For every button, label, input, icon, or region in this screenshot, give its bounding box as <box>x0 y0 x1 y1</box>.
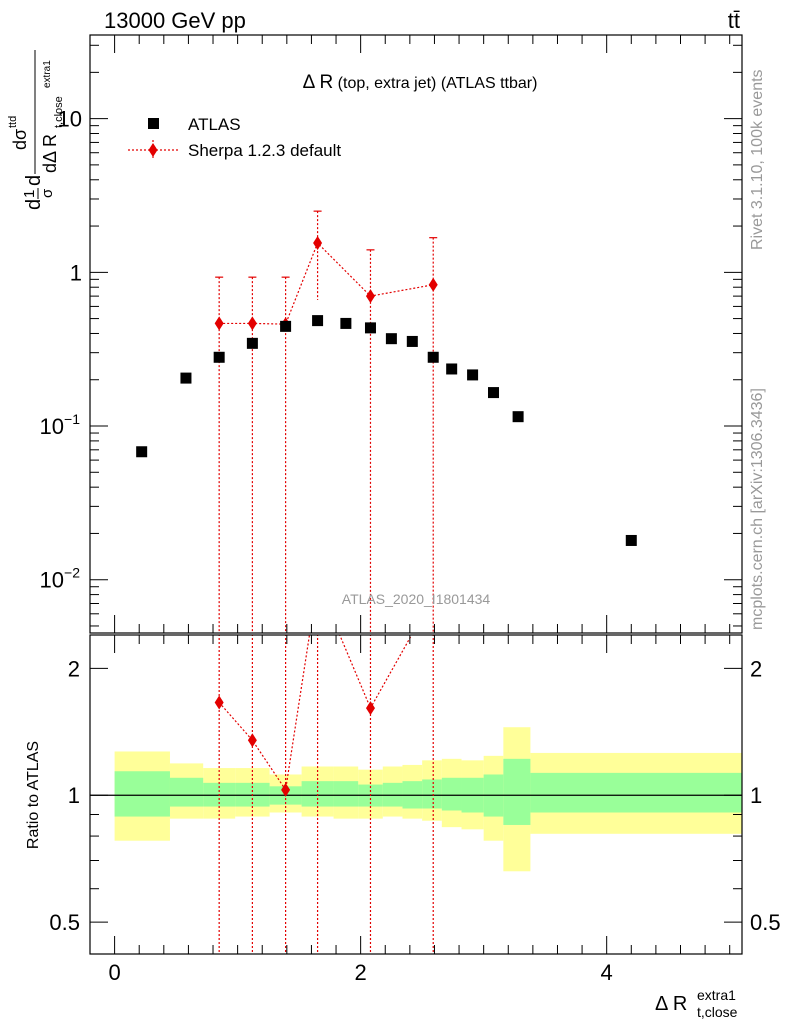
y-tick-label-base: 10 <box>40 414 64 439</box>
x-axis-label-sup: extra1 <box>697 987 736 1003</box>
ratio-sherpa-point <box>247 733 257 748</box>
svg-text:σ: σ <box>39 188 56 198</box>
top-y-axis-label: d 1 σ d dσ ttd dΔ R t,close extra1 <box>7 50 65 210</box>
main-plot-frame <box>89 34 743 634</box>
sherpa-line <box>219 241 434 325</box>
atlas-point <box>427 351 439 363</box>
mcplots-url-label: mcplots.cern.ch [arXiv:1306.3436] <box>749 388 766 630</box>
y-tick-label: 10 <box>58 107 82 132</box>
ratio-plot-panel: 2 2 1 1 0.5 0.5 0 2 4 <box>49 575 781 985</box>
analysis-watermark: ATLAS_2020_I1801434 <box>342 591 491 607</box>
ratio-y-tick-label-left: 2 <box>68 656 80 681</box>
ratio-sherpa-point <box>313 575 322 589</box>
atlas-point <box>246 337 258 349</box>
y-tick-label-base: 10 <box>40 568 64 593</box>
uncertainty-band-green <box>503 758 531 825</box>
x-tick-label: 0 <box>108 960 120 985</box>
y-tick-label-exp: −1 <box>64 411 80 427</box>
svg-text:1: 1 <box>21 190 38 198</box>
x-axis-label-main: Δ R <box>655 993 687 1015</box>
atlas-point <box>385 333 397 345</box>
svg-text:extra1: extra1 <box>42 60 53 88</box>
svg-text:t,close: t,close <box>53 96 65 128</box>
x-tick-label: 4 <box>601 960 613 985</box>
ratio-y-tick-label-right: 1 <box>750 783 762 808</box>
atlas-point <box>406 335 418 347</box>
atlas-point <box>213 351 225 363</box>
process-label: tt̄ <box>728 8 740 33</box>
uncertainty-band-green <box>530 772 742 813</box>
atlas-point <box>312 315 324 327</box>
sherpa-point <box>365 289 375 304</box>
ratio-y-axis-label: Ratio to ATLAS <box>25 741 42 849</box>
atlas-point <box>340 317 352 329</box>
sherpa-point <box>313 236 323 251</box>
x-axis-label-sub: t,close <box>697 1004 738 1020</box>
atlas-point <box>488 387 500 399</box>
ratio-sherpa-line <box>218 635 413 792</box>
uncertainty-band-green <box>169 777 204 807</box>
sherpa-point <box>428 277 438 292</box>
ratio-sherpa-point <box>214 695 224 710</box>
ratio-plot-frame <box>89 634 743 955</box>
ratio-sherpa-point <box>281 782 291 797</box>
y-tick-label: 10−1 <box>40 411 81 439</box>
svg-text:d: d <box>23 175 45 186</box>
ratio-y-tick-label-right: 2 <box>750 656 762 681</box>
uncertainty-band-green <box>422 779 442 809</box>
uncertainty-band-green <box>114 771 170 817</box>
ratio-sherpa-point <box>365 701 375 716</box>
uncertainty-band-green <box>441 777 462 811</box>
atlas-point <box>446 363 458 375</box>
x-tick-label: 2 <box>355 960 367 985</box>
atlas-point <box>364 322 376 334</box>
atlas-point <box>280 320 292 332</box>
legend-atlas-marker <box>148 118 159 129</box>
legend: ATLAS Sherpa 1.2.3 default <box>128 115 341 160</box>
x-axis-label: Δ R extra1 t,close <box>655 987 738 1020</box>
svg-text:dσ: dσ <box>10 129 30 150</box>
ratio-y-tick-label-right: 0.5 <box>750 910 781 935</box>
title-main: Δ R <box>303 72 334 93</box>
main-plot-title: Δ R (top, extra jet) (ATLAS ttbar) <box>303 72 538 93</box>
ratio-y-tick-label-left: 1 <box>68 783 80 808</box>
uncertainty-band-green <box>333 781 359 807</box>
energy-label: 13000 GeV pp <box>104 8 246 33</box>
y-tick-label: 10−2 <box>40 565 81 593</box>
rivet-version-label: Rivet 3.1.10, 100k events <box>749 69 766 250</box>
atlas-point <box>512 411 524 423</box>
title-rest: (top, extra jet) (ATLAS ttbar) <box>333 75 537 92</box>
svg-text:dΔ R: dΔ R <box>40 134 60 173</box>
sherpa-point <box>247 316 257 331</box>
legend-sherpa-marker <box>148 143 158 157</box>
svg-text:d: d <box>23 199 45 210</box>
legend-sherpa-label: Sherpa 1.2.3 default <box>188 141 341 160</box>
svg-text:Δ R (top, extra jet) (ATLAS tt: Δ R (top, extra jet) (ATLAS ttbar) <box>303 72 538 93</box>
atlas-point <box>180 372 192 384</box>
svg-text:ttd: ttd <box>7 116 19 128</box>
y-tick-label: 1 <box>70 260 82 285</box>
legend-atlas-label: ATLAS <box>188 115 241 134</box>
sherpa-point <box>214 316 224 331</box>
y-tick-label-exp: −2 <box>64 565 80 581</box>
ratio-y-tick-label-left: 0.5 <box>49 910 80 935</box>
atlas-point <box>136 446 148 458</box>
atlas-point <box>467 369 479 381</box>
atlas-point <box>625 534 637 546</box>
